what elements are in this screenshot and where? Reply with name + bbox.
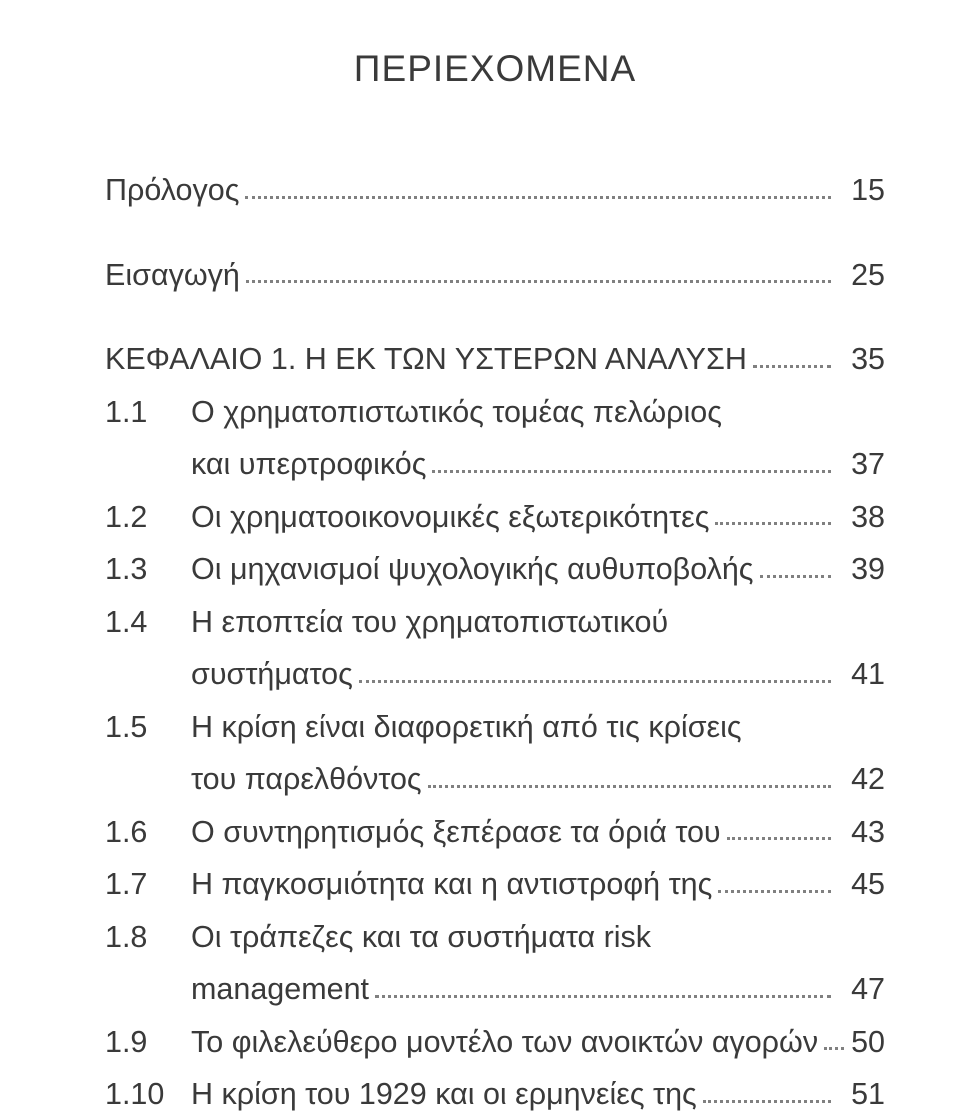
toc-dot-leader [246,280,831,283]
toc-entry-label-cont: και υπερτροφικός [191,449,426,480]
toc-entry-label: Εισαγωγή [105,260,240,291]
toc-entry: 1.6Ο συντηρητισμός ξεπέρασε τα όριά του 4… [105,817,885,848]
toc-dot-leader [718,890,831,893]
toc-entry-number: 1.5 [105,712,191,743]
page-title: ΠΕΡΙΕΧΟΜΕΝΑ [105,48,885,90]
toc-entry-number: 1.1 [105,397,191,428]
toc-dot-leader [753,365,831,368]
toc-entry-number: 1.4 [105,607,191,638]
table-of-contents: Πρόλογος 15 Εισαγωγή 25 ΚΕΦΑΛΑΙΟ 1. Η ΕΚ ΤΩΝ… [105,175,885,1110]
toc-entry-label: Η κρίση είναι διαφορετική από τις κρίσει… [191,712,885,743]
toc-dot-leader [428,785,831,788]
toc-entry-label-cont: του παρελθόντος [191,764,422,795]
toc-entry-page: 39 [837,554,885,585]
toc-entry-page: 37 [837,449,885,480]
toc-dot-leader [245,196,831,199]
toc-entry-page: 47 [837,974,885,1005]
toc-entry-label: Οι μηχανισμοί ψυχολογικής αυθυποβολής [191,554,754,585]
toc-entry-number: 1.2 [105,502,191,533]
toc-entry-label-cont: management [191,974,369,1005]
toc-entry-label: Η παγκοσμιότητα και η αντιστροφή της [191,869,712,900]
toc-entry-label: Ο συντηρητισμός ξεπέρασε τα όριά του [191,817,721,848]
toc-entry-label: Η κρίση του 1929 και οι ερμηνείες της [191,1079,697,1110]
toc-entry-label: Το φιλελεύθερο μοντέλο των ανοικτών αγορ… [191,1027,818,1058]
section-gap [105,228,885,260]
toc-entry-label: Η εποπτεία του χρηματοπιστωτικού [191,607,885,638]
toc-entry-page: 25 [837,260,885,291]
toc-dot-leader [703,1100,831,1103]
toc-dot-leader [727,837,831,840]
toc-entry-page: 45 [837,869,885,900]
toc-entry-label: Πρόλογος [105,175,239,206]
toc-entry-number: 1.3 [105,554,191,585]
toc-entry-label: Ο χρηματοπιστωτικός τομέας πελώριος [191,397,885,428]
toc-dot-leader [359,680,831,683]
toc-entry: Πρόλογος 15 [105,175,885,206]
toc-entry-number: 1.6 [105,817,191,848]
toc-entry: ΚΕΦΑΛΑΙΟ 1. Η ΕΚ ΤΩΝ ΥΣΤΕΡΩΝ ΑΝΑΛΥΣΗ 35 [105,344,885,375]
toc-entry-page: 42 [837,764,885,795]
toc-entry: 1.4Η εποπτεία του χρηματοπιστωτικού συστή… [105,607,885,690]
toc-entry: Εισαγωγή 25 [105,260,885,291]
toc-entry-page: 50 [837,1027,885,1058]
toc-entry-page: 38 [837,502,885,533]
toc-entry: 1.1Ο χρηματοπιστωτικός τομέας πελώριος κα… [105,397,885,480]
toc-entry: 1.2Οι χρηματοοικονομικές εξωτερικότητες 3… [105,502,885,533]
toc-entry-label: Οι χρηματοοικονομικές εξωτερικότητες [191,502,709,533]
toc-dot-leader [375,995,831,998]
toc-dot-leader [715,522,831,525]
toc-entry-label: Οι τράπεζες και τα συστήματα risk [191,922,885,953]
toc-entry-page: 35 [837,344,885,375]
toc-entry-page: 43 [837,817,885,848]
toc-entry-number: 1.8 [105,922,191,953]
toc-entry: 1.9Το φιλελεύθερο μοντέλο των ανοικτών α… [105,1027,885,1058]
toc-entry: 1.8Οι τράπεζες και τα συστήματα risk mana… [105,922,885,1005]
toc-entry-label-cont: συστήματος [191,659,353,690]
toc-entry-number: 1.9 [105,1027,191,1058]
toc-entry: 1.10Η κρίση του 1929 και οι ερμηνείες τη… [105,1079,885,1110]
toc-entry-label: ΚΕΦΑΛΑΙΟ 1. Η ΕΚ ΤΩΝ ΥΣΤΕΡΩΝ ΑΝΑΛΥΣΗ [105,344,747,375]
toc-entry-number: 1.10 [105,1079,191,1110]
toc-entry-number: 1.7 [105,869,191,900]
toc-dot-leader [760,575,832,578]
section-gap [105,312,885,344]
toc-entry-page: 51 [837,1079,885,1110]
toc-entry-page: 15 [837,175,885,206]
toc-entry-page: 41 [837,659,885,690]
toc-dot-leader [432,470,831,473]
toc-entry: 1.7Η παγκοσμιότητα και η αντιστροφή της 4… [105,869,885,900]
toc-entry: 1.3Οι μηχανισμοί ψυχολογικής αυθυποβολής… [105,554,885,585]
toc-entry: 1.5Η κρίση είναι διαφορετική από τις κρί… [105,712,885,795]
